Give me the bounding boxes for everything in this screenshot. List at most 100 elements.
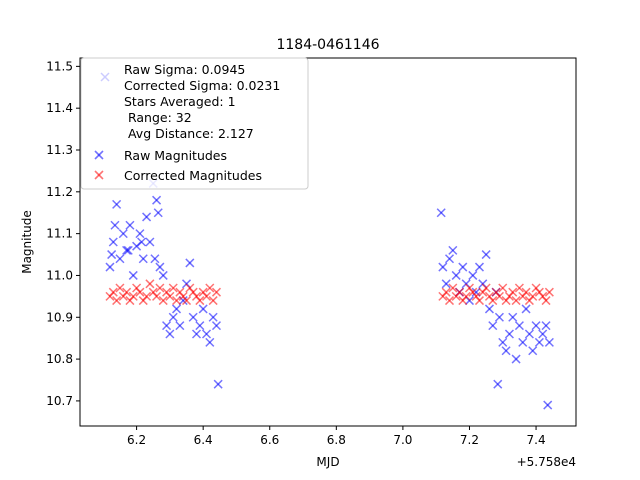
corrected-magnitude-point	[488, 296, 498, 306]
corrected-magnitude-point	[112, 296, 122, 306]
raw-magnitude-point	[135, 229, 145, 239]
legend-box	[80, 57, 309, 190]
raw-magnitude-point	[511, 354, 521, 364]
y-tick-label: 10.8	[46, 352, 73, 366]
legend-stat-corrected-sigma: Corrected Sigma: 0.0231	[124, 78, 280, 93]
raw-magnitude-point	[153, 208, 163, 218]
corrected-magnitude-point	[461, 291, 471, 301]
raw-magnitude-point	[544, 337, 554, 347]
legend-stat-avg-distance: Avg Distance: 2.127	[124, 126, 254, 141]
x-tick-label: 7.0	[393, 433, 412, 447]
y-axis: 10.7 10.8 10.9 11.0 11.1 11.2 11.3 11.4 11.5	[46, 59, 80, 408]
raw-magnitude-point	[514, 321, 524, 331]
raw-magnitude-point	[155, 262, 165, 272]
corrected-magnitude-point	[172, 296, 182, 306]
raw-magnitude-point	[504, 329, 514, 339]
raw-magnitude-point	[474, 262, 484, 272]
corrected-magnitude-point	[448, 283, 458, 293]
raw-magnitude-point	[534, 337, 544, 347]
raw-magnitude-point	[185, 258, 195, 268]
raw-magnitude-point	[172, 304, 182, 314]
raw-magnitude-point	[125, 220, 135, 230]
legend-stats-marker	[100, 72, 110, 82]
x-axis: 6.2 6.4 6.6 6.8 7.0 7.2 7.4	[127, 426, 546, 447]
raw-magnitude-point	[481, 250, 491, 260]
corrected-magnitude-point	[205, 283, 215, 293]
raw-magnitude-point	[191, 329, 202, 339]
corrected-magnitude-point	[142, 291, 152, 301]
corrected-magnitude-point	[135, 287, 145, 297]
raw-magnitude-point	[524, 329, 534, 339]
raw-magnitude-point	[543, 400, 553, 410]
raw-magnitude-point	[493, 379, 503, 389]
raw-magnitude-point	[198, 304, 208, 314]
raw-magnitude-point	[438, 262, 448, 272]
y-tick-label: 11.5	[46, 59, 73, 73]
plot-frame	[79, 57, 577, 427]
raw-magnitude-point	[123, 245, 133, 255]
y-axis-label: Magnitude	[20, 210, 34, 274]
corrected-magnitude-point	[145, 279, 155, 289]
corrected-magnitude-point	[108, 287, 118, 297]
x-tick-label: 6.6	[260, 433, 279, 447]
raw-magnitude-point	[444, 254, 455, 264]
x-tick-label: 7.4	[527, 433, 546, 447]
legend-raw-marker	[94, 150, 104, 160]
corrected-magnitude-point	[444, 296, 455, 306]
raw-magnitude-point	[112, 199, 122, 209]
raw-magnitude-point	[175, 321, 185, 331]
raw-magnitude-point	[138, 254, 148, 264]
legend-stat-raw-sigma: Raw Sigma: 0.0945	[124, 62, 245, 77]
raw-magnitude-point	[178, 296, 188, 306]
corrected-magnitude-point	[521, 287, 531, 297]
raw-magnitude-point	[201, 329, 212, 339]
raw-magnitude-point	[451, 270, 461, 280]
corrected-magnitude-point	[122, 287, 132, 297]
raw-magnitude-point	[458, 262, 468, 272]
corrected-magnitude-point	[181, 296, 192, 306]
corrected-magnitude-point	[115, 283, 125, 293]
raw-magnitude-point	[142, 212, 152, 222]
raw-magnitude-point	[107, 250, 117, 260]
corrected-magnitude-point	[168, 283, 178, 293]
raw-magnitude-point	[436, 208, 446, 218]
corrected-magnitude-point	[481, 283, 491, 293]
raw-magnitude-point	[110, 220, 120, 230]
y-tick-label: 11.1	[46, 227, 73, 241]
corrected-magnitude-point	[158, 296, 168, 306]
corrected-magnitude-point	[211, 287, 222, 297]
legend: Raw Sigma: 0.0945 Corrected Sigma: 0.023…	[80, 57, 309, 190]
corrected-magnitude-point	[155, 283, 165, 293]
corrected-magnitude-point	[152, 291, 162, 301]
y-tick-label: 10.7	[46, 394, 73, 408]
y-tick-label: 11.4	[46, 101, 73, 115]
corrected-magnitude-point	[511, 296, 521, 306]
raw-magnitude-point	[494, 312, 504, 322]
raw-magnitude-point	[188, 312, 198, 322]
corrected-magnitude-point	[494, 291, 504, 301]
x-axis-label: MJD	[316, 455, 339, 469]
raw-magnitude-point	[501, 346, 511, 356]
raw-magnitude-point	[521, 304, 531, 314]
raw-magnitude-point	[195, 321, 205, 331]
raw-magnitude-point	[118, 229, 128, 239]
raw-magnitude-point	[484, 304, 494, 314]
x-tick-label: 6.2	[127, 433, 146, 447]
raw-magnitude-point	[137, 237, 147, 247]
raw-magnitude-point	[105, 262, 115, 272]
y-tick-label: 10.9	[46, 310, 73, 324]
raw-magnitude-point	[108, 237, 118, 247]
corrected-magnitude-point	[528, 291, 538, 301]
corrected-magnitude-point	[441, 287, 451, 297]
legend-raw-label: Raw Magnitudes	[124, 148, 227, 163]
legend-stat-range: Range: 32	[124, 110, 192, 125]
raw-magnitude-point	[128, 270, 138, 280]
raw-magnitude-point	[165, 329, 175, 339]
corrected-magnitude-point	[195, 296, 205, 306]
y-tick-label: 11.3	[46, 143, 73, 157]
corrected-magnitude-point	[544, 287, 554, 297]
corrected-magnitude-point	[454, 287, 465, 297]
chart-title: 1184-0461146	[276, 37, 379, 53]
raw-magnitude-point	[158, 270, 168, 280]
